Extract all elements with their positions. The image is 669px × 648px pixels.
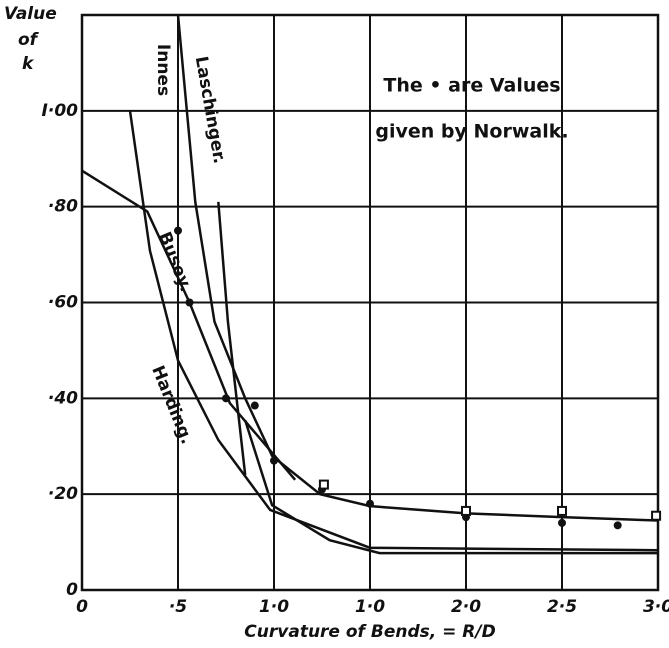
point <box>366 499 374 508</box>
point <box>318 479 329 490</box>
curve-label: Harding. <box>147 363 197 447</box>
point <box>651 510 662 521</box>
x-label: Curvature of Bends, = R/D <box>244 622 495 642</box>
y-tick-label: ·20 <box>48 484 78 504</box>
annotation: The • are Values <box>383 75 560 97</box>
y-tick-label: I·00 <box>42 101 79 121</box>
point <box>558 518 566 527</box>
y-tick-label: ·40 <box>48 388 78 408</box>
y-tick-label: ·80 <box>48 197 78 217</box>
point <box>174 226 182 235</box>
point <box>461 505 471 516</box>
x-tick-label: 3·0 <box>643 597 669 617</box>
point <box>250 401 259 410</box>
y-tick-label: ·60 <box>48 293 78 313</box>
curve <box>176 14 659 522</box>
point <box>557 505 567 516</box>
y-label: Value <box>4 4 57 24</box>
y-label: of <box>18 30 40 50</box>
x-tick-label: 0 <box>76 597 88 617</box>
curve <box>217 201 247 476</box>
x-tick-label: 2·5 <box>547 597 577 617</box>
x-tick-label: 2·0 <box>451 597 481 617</box>
point <box>270 456 278 465</box>
point <box>185 298 194 307</box>
y-tick-label: 0 <box>66 580 78 600</box>
y-label: k <box>22 54 35 74</box>
x-tick-label: 1·0 <box>355 597 385 617</box>
curve <box>244 419 658 555</box>
curve <box>128 110 659 552</box>
annotation: given by Norwalk. <box>375 121 568 143</box>
x-tick-label: ·5 <box>169 597 187 617</box>
point <box>222 394 230 403</box>
curve-label: Busey. <box>154 229 196 295</box>
point <box>613 521 622 530</box>
curve-label: Innes <box>153 44 173 96</box>
x-tick-label: 1·0 <box>259 597 289 617</box>
